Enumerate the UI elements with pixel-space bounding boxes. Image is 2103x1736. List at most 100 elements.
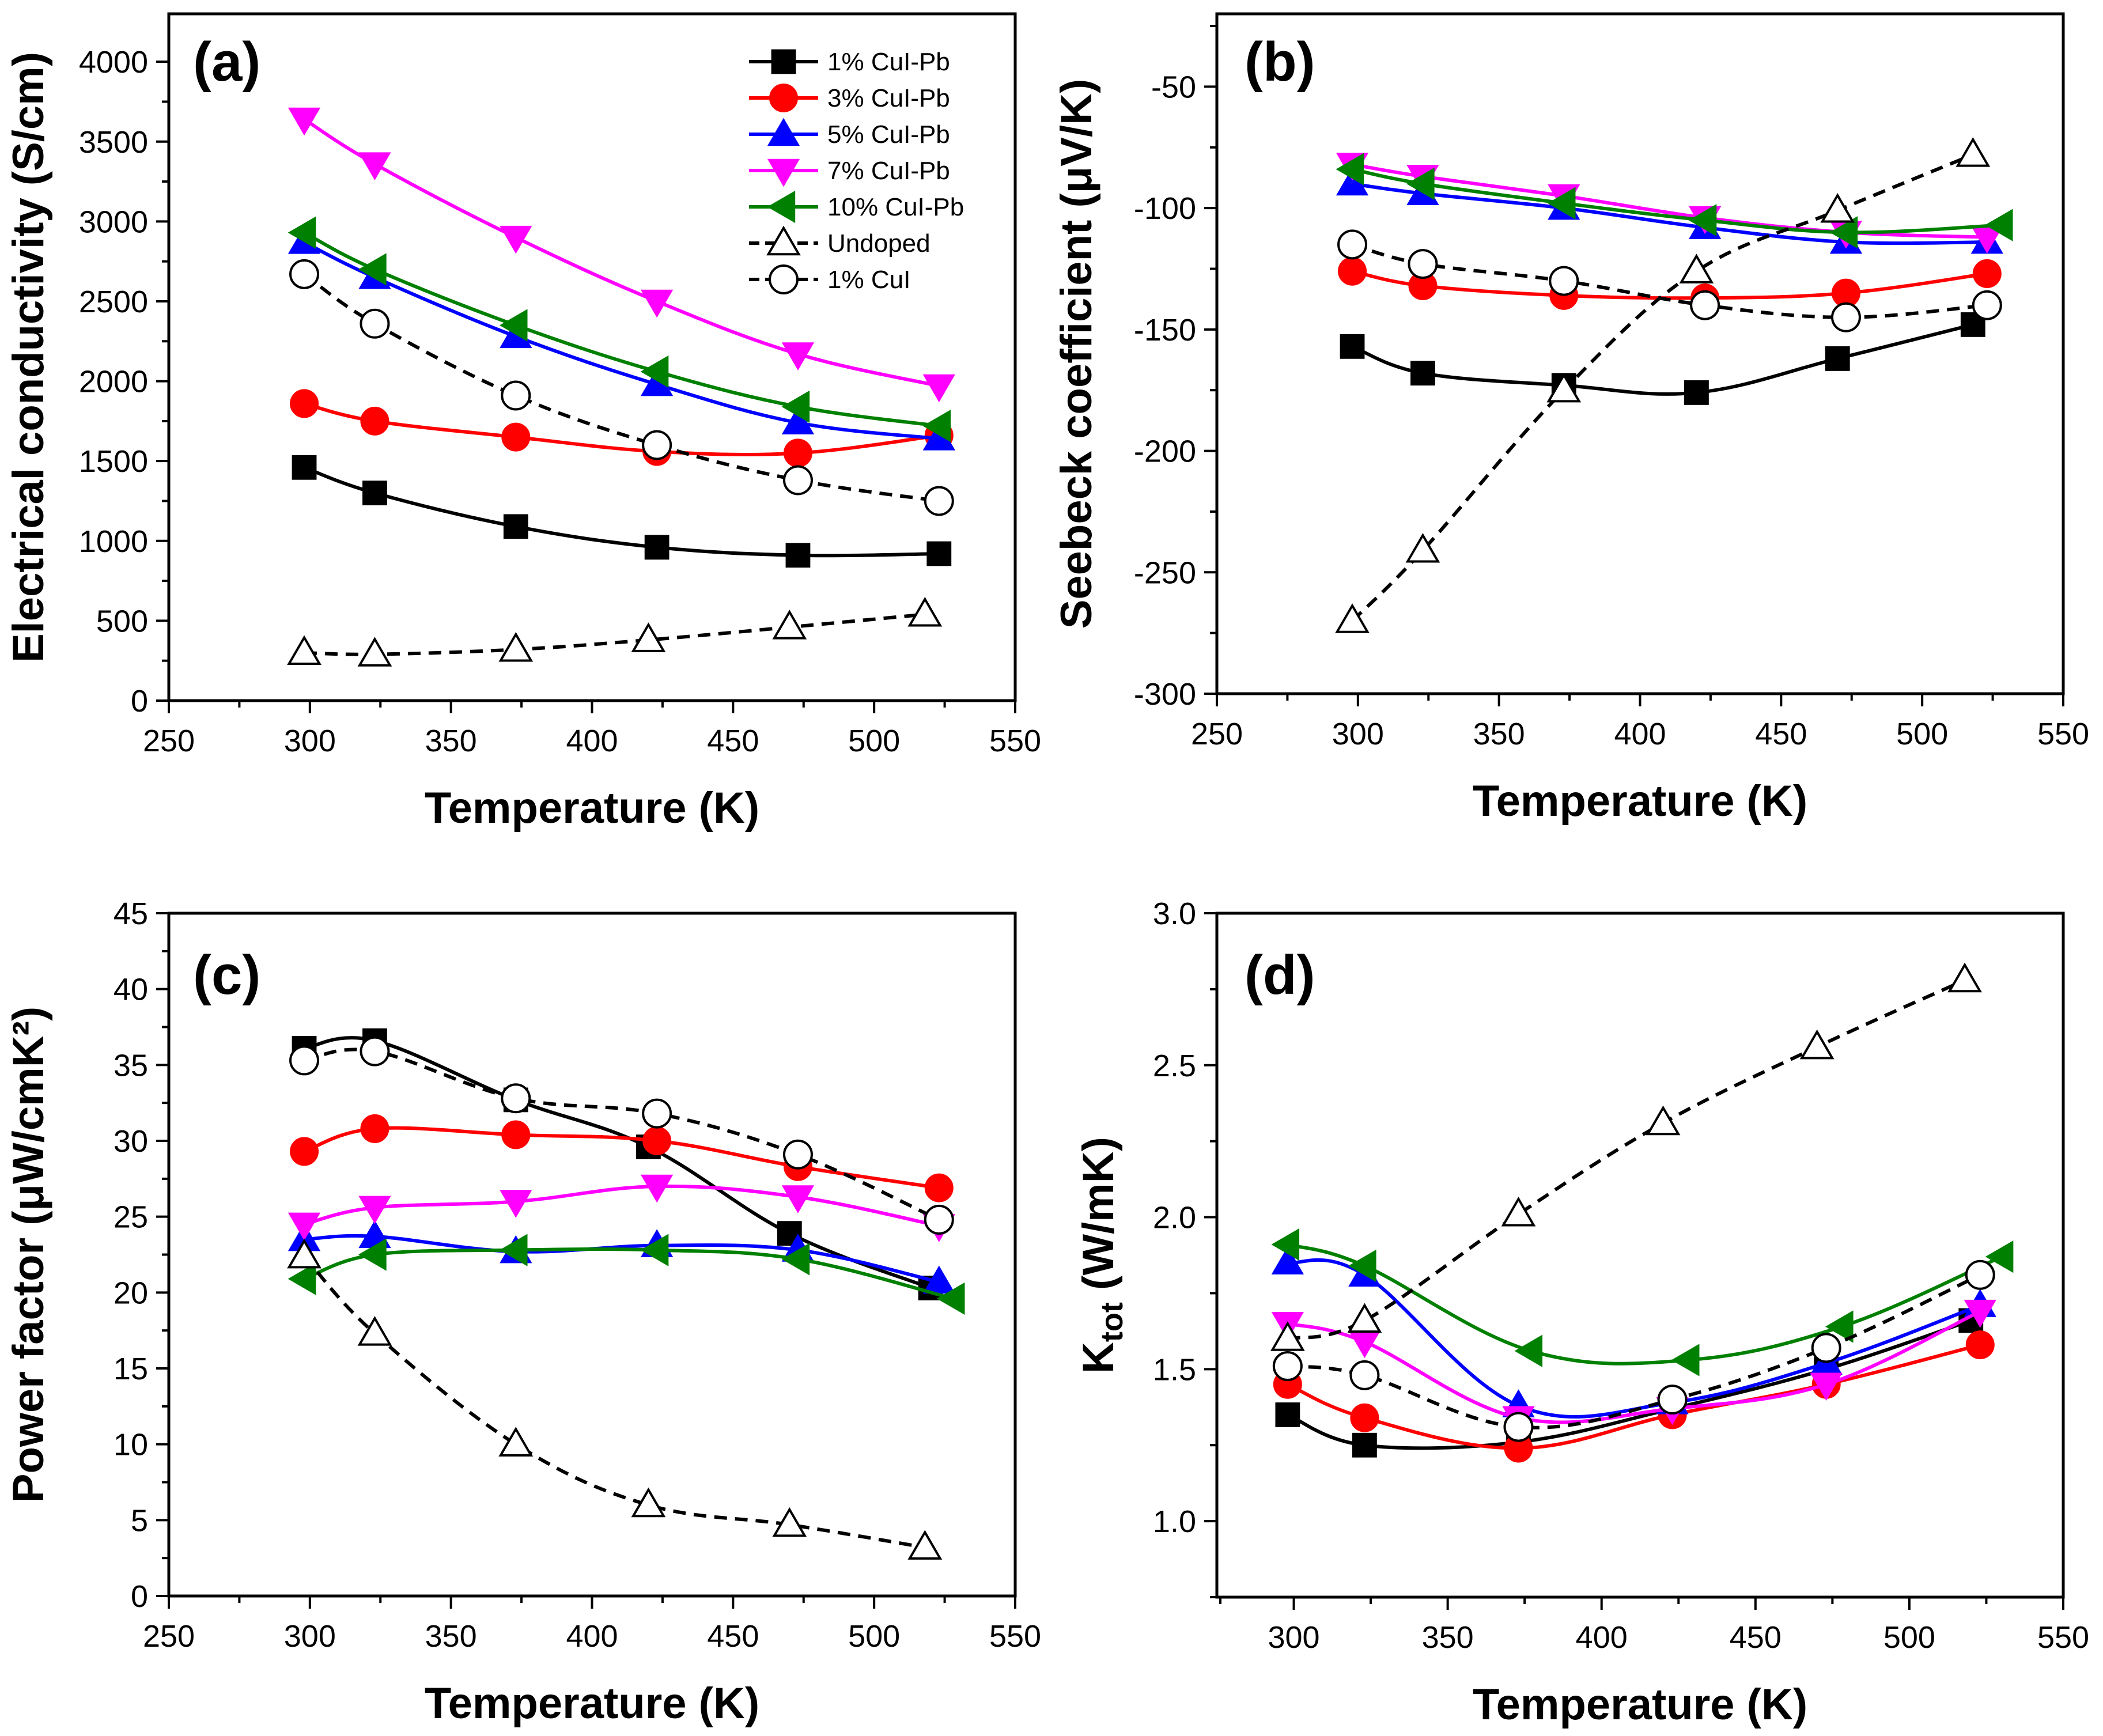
x-axis-title: Temperature (K) [1473, 777, 1807, 826]
series-cui1 [1337, 229, 2002, 332]
data-point [357, 637, 392, 667]
data-point [1825, 346, 1850, 371]
data-point [1405, 532, 1440, 563]
data-point [922, 374, 955, 403]
y-tick-label: -200 [1134, 434, 1196, 469]
data-point [1810, 1372, 1843, 1401]
series-cui3pb [1338, 256, 2002, 313]
series-line [1352, 243, 1988, 319]
data-point [1825, 1310, 1854, 1343]
series-cui10pb [288, 1234, 965, 1315]
data-point [1657, 1385, 1688, 1415]
y-tick-label: 5 [131, 1503, 148, 1538]
y-tick-label: 10 [114, 1428, 148, 1462]
data-point [1410, 361, 1435, 386]
data-point [1335, 603, 1370, 633]
data-point [1679, 254, 1714, 283]
data-point [1549, 266, 1579, 296]
y-tick-label: 2.0 [1153, 1201, 1196, 1235]
x-tick-label: 300 [284, 1619, 336, 1654]
y-tick-label: 3000 [79, 205, 148, 239]
data-point [1406, 167, 1435, 201]
data-point [1349, 1360, 1380, 1390]
data-point [1546, 372, 1582, 403]
series-cui10pb [288, 216, 951, 442]
data-point [290, 389, 319, 418]
data-point [288, 107, 321, 136]
data-point [1271, 1246, 1304, 1274]
y-tick-label: 3500 [79, 125, 148, 160]
data-point [631, 1487, 666, 1518]
y-axis-title: Seebeck coefficient (μV/K) [1052, 79, 1101, 629]
data-point [1272, 1351, 1303, 1382]
data-point [289, 259, 320, 289]
data-point [1984, 209, 2013, 241]
data-point [922, 410, 951, 442]
y-tick-label: -50 [1151, 70, 1196, 104]
series-line [304, 1126, 940, 1190]
legend-label: 10% CuI-Pb [827, 193, 964, 221]
data-point [772, 1507, 807, 1537]
series-line [1351, 323, 1974, 396]
data-point [1947, 962, 1982, 993]
data-point [1799, 1029, 1835, 1060]
data-point [640, 1234, 669, 1266]
data-point [501, 1083, 531, 1114]
data-point [926, 541, 952, 566]
x-tick-label: 350 [425, 724, 477, 758]
legend-label: 7% CuI-Pb [827, 157, 950, 185]
y-axis-title: Ktot (W/mK) [1074, 1137, 1129, 1374]
data-point [499, 1234, 528, 1266]
data-point [781, 390, 810, 423]
data-point [640, 355, 669, 388]
data-point [924, 1173, 954, 1202]
data-point [642, 1126, 672, 1155]
data-point [1271, 1228, 1300, 1261]
data-point [640, 289, 674, 318]
legend: 1% CuI-Pb 3% CuI-Pb 5% CuI-Pb 7% CuI-Pb 10% … [749, 48, 964, 294]
data-point [292, 455, 317, 480]
data-point [640, 1174, 674, 1203]
y-tick-label: 2500 [79, 285, 148, 319]
series-cui1 [289, 1036, 954, 1235]
x-tick-label: 500 [1883, 1620, 1935, 1655]
data-point [288, 216, 316, 249]
x-tick-label: 300 [284, 724, 336, 758]
y-tick-label: 3.0 [1153, 897, 1196, 931]
data-point [288, 1262, 316, 1295]
x-axis-title: Temperature (K) [425, 784, 759, 833]
series-line [1287, 1258, 1981, 1419]
data-point [1347, 1303, 1382, 1333]
y-tick-label: 4000 [79, 45, 148, 80]
y-tick-label: 1500 [79, 444, 148, 479]
data-point [783, 438, 812, 468]
series-line [304, 466, 939, 558]
data-point [290, 1137, 319, 1166]
panel-c: 250 300 350 400 450 500 550 0 5 10 15 20 25 30 35 40 45 T… [4, 897, 1041, 1728]
data-point [644, 535, 670, 560]
data-point [503, 514, 528, 539]
legend-marker [767, 190, 796, 224]
data-point [907, 1530, 943, 1560]
y-tick-label: 45 [114, 897, 148, 931]
data-point [781, 1243, 810, 1276]
data-point [1350, 1403, 1379, 1432]
data-point [360, 406, 389, 436]
series-cui7pb [288, 1174, 955, 1242]
data-point [1352, 1432, 1377, 1458]
data-point [642, 430, 672, 460]
series-undoped [287, 1238, 943, 1560]
data-point [1503, 1412, 1534, 1442]
series-cui1pb [292, 455, 952, 568]
y-tick-label: 30 [114, 1124, 148, 1159]
data-point [498, 631, 534, 662]
x-tick-label: 550 [989, 1619, 1041, 1654]
data-point [1671, 1344, 1700, 1376]
series-cui1pb [1340, 312, 1985, 405]
data-point [287, 1238, 321, 1269]
series-undoped [1335, 137, 1991, 633]
x-tick-label: 300 [1268, 1620, 1319, 1655]
data-point [498, 1427, 534, 1457]
data-point [785, 543, 811, 568]
x-tick-label: 500 [1896, 717, 1948, 751]
